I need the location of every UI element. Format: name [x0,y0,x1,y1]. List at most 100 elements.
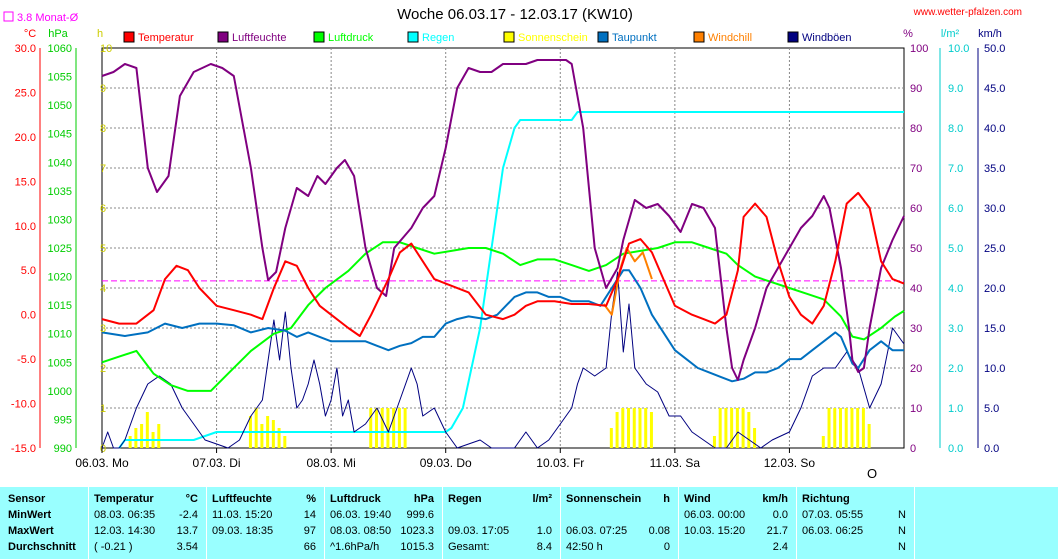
max-wind-value: 21.7 [766,525,788,537]
temperature-tick-label: 25.0 [15,87,36,99]
pressure-tick-label: 1005 [48,357,72,369]
header-temperature-unit: °C [185,493,198,505]
sunshine-tick-label: 0 [100,443,106,455]
wind-tick-label: 10.0 [984,363,1005,375]
temperature-tick-label: 15.0 [15,176,36,188]
sunshine-bar [277,428,281,448]
avg-sun-value: 0 [663,541,670,553]
sunshine-bar [134,428,138,448]
sunshine-bar [615,412,619,448]
sunshine-unit-label: h [97,28,103,40]
humidity-tick-label: 90 [910,83,922,95]
sunshine-bar [850,408,854,448]
max-rain-time: 09.03. 17:05 [448,525,510,537]
monthly-avg-legend-swatch [3,11,14,22]
humidity-tick-label: 70 [910,163,922,175]
pressure-tick-label: 1060 [48,43,72,55]
wind-tick-label: 5.0 [984,403,999,415]
grid [101,47,905,449]
sunshine-tick-label: 9 [100,83,106,95]
legend-label: Windchill [708,32,752,44]
sunshine-tick-label: 7 [100,163,106,175]
humidity-tick-label: 80 [910,123,922,135]
min-dir-time: 07.03. 05:55 [802,509,864,521]
header-rain: Regen [448,493,482,505]
pressure-tick-label: 995 [54,414,72,426]
sunshine-bar [753,428,757,448]
temperature-tick-label: -10.0 [11,399,36,411]
total-rain-label: Gesamt: [448,541,490,553]
pressure-tick-label: 1025 [48,243,72,255]
sunshine-bar [397,408,401,448]
wind-tick-label: 50.0 [984,43,1005,55]
x-tick-label: 12.03. So [764,456,816,470]
rain-tick-label: 10.0 [948,43,969,55]
sunshine-bar [632,408,636,448]
header-sunshine: Sonnenschein [566,493,642,505]
series-line-luftdruck [101,241,905,392]
header-direction: Richtung [802,493,850,505]
x-tick-label: 10.03. Fr [536,456,584,470]
pressure-tick-label: 1040 [48,157,72,169]
legend-label: Sonnenschein [518,32,588,44]
avg-temp-trend: ( -0.21 ) [94,541,133,553]
temperature-tick-label: 10.0 [15,221,36,233]
legend-swatch [693,31,705,43]
wind-tick-label: 0.0 [984,443,999,455]
avg-temp-value: 3.54 [176,541,198,553]
sunshine-bar [627,408,631,448]
header-rain-unit: l/m² [532,493,552,505]
temperature-tick-label: 5.0 [21,265,36,277]
sunshine-bar [649,412,653,448]
humidity-tick-label: 30 [910,323,922,335]
sunshine-bar [730,408,734,448]
wind-tick-label: 15.0 [984,323,1005,335]
legend-swatch [503,31,515,43]
sunshine-tick-label: 1 [100,403,106,415]
humidity-tick-label: 40 [910,283,922,295]
min-temp-value: -2.4 [179,509,198,521]
rain-tick-label: 6.0 [948,203,963,215]
max-hum-time: 09.03. 18:35 [212,525,274,537]
min-wind-time: 06.03. 00:00 [684,509,746,521]
wind-direction-marker: O [867,466,877,481]
sunshine-bar [861,408,865,448]
x-tick-label: 06.03. Mo [75,456,129,470]
header-wind-unit: km/h [762,493,788,505]
sunshine-tick-label: 5 [100,243,106,255]
sunshine-bar [369,408,373,448]
max-temp-time: 12.03. 14:30 [94,525,156,537]
header-humidity: Luftfeuchte [212,493,272,505]
sunshine-bar [157,424,161,448]
header-pressure: Luftdruck [330,493,381,505]
sunshine-bar [283,436,287,448]
sunshine-bar [638,408,642,448]
legend-swatch [787,31,799,43]
x-tick-label: 11.03. Sa [650,456,701,470]
legend-label: Windböen [802,32,852,44]
sunshine-tick-label: 2 [100,363,106,375]
rain-tick-label: 0.0 [948,443,963,455]
temperature-tick-label: 0.0 [21,310,36,322]
pressure-tick-label: 1050 [48,100,72,112]
sunshine-bar [254,408,258,448]
avg-press-trend: ^1.6hPa/h [330,541,380,553]
series-line-regen [118,111,904,449]
legend-label: Luftdruck [328,32,374,44]
sunshine-bar [867,424,871,448]
legend-label: Temperatur [138,32,194,44]
avg-hum-value: 66 [303,541,316,553]
series-line-taupunkt [101,269,904,383]
sunshine-tick-label: 10 [100,43,112,55]
rain-tick-label: 7.0 [948,163,963,175]
sunshine-bar [747,412,751,448]
header-sunshine-unit: h [663,493,670,505]
min-press-time: 06.03. 19:40 [330,509,392,521]
row-label-avg: Durchschnitt [8,541,76,553]
sunshine-bars [128,408,871,448]
series-line-windben [101,271,905,449]
sunshine-tick-label: 6 [100,203,106,215]
chart-title: Woche 06.03.17 - 12.03.17 (KW10) [397,6,633,23]
sunshine-bar [128,436,132,448]
